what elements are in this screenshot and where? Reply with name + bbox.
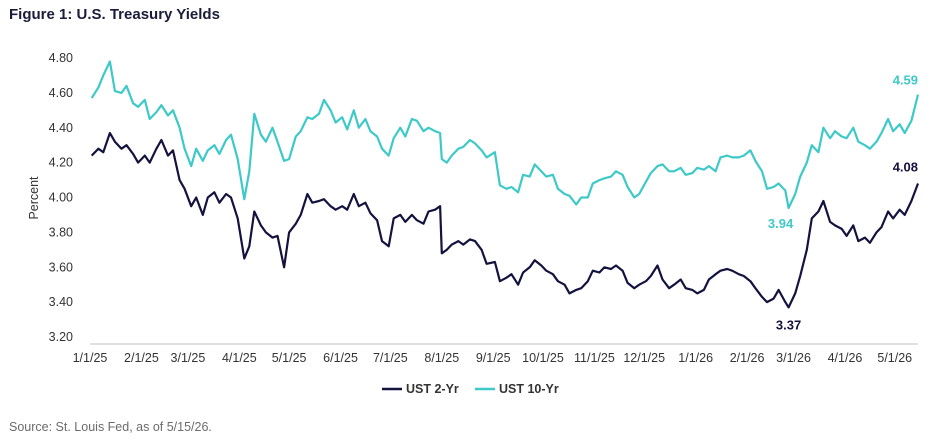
- x-tick-label: 3/1/25: [171, 351, 206, 365]
- x-tick-label: 2/1/25: [124, 351, 159, 365]
- y-axis-label: Percent: [27, 176, 41, 220]
- x-tick-label: 1/1/26: [678, 351, 713, 365]
- source-note: Source: St. Louis Fed, as of 5/15/26.: [9, 420, 212, 434]
- series-lines: [90, 60, 920, 309]
- y-tick-label: 3.20: [49, 330, 73, 344]
- x-tick-label: 7/1/25: [373, 351, 408, 365]
- legend-label: UST 2-Yr: [406, 382, 459, 396]
- x-tick-label: 8/1/25: [424, 351, 459, 365]
- legend: UST 2-Yr UST 10-Yr: [382, 382, 559, 396]
- x-tick-label: 5/1/26: [877, 351, 912, 365]
- y-tick-label: 4.60: [49, 86, 73, 100]
- series-line-ust-10yr: [90, 60, 920, 210]
- x-tick-label: 12/1/25: [623, 351, 665, 365]
- x-tick-label: 4/1/25: [222, 351, 257, 365]
- x-tick-label: 10/1/25: [522, 351, 564, 365]
- annotations: 4.59 4.08 3.94 3.37: [768, 73, 918, 333]
- x-tick-label: 3/1/26: [776, 351, 811, 365]
- x-tick-label: 4/1/26: [828, 351, 863, 365]
- x-tick-label: 1/1/25: [73, 351, 108, 365]
- y-tick-label: 3.60: [49, 260, 73, 274]
- figure-title: Figure 1: U.S. Treasury Yields: [9, 6, 220, 23]
- x-tick-label: 6/1/25: [323, 351, 358, 365]
- data-label: 4.08: [893, 160, 918, 175]
- y-tick-label: 3.40: [49, 295, 73, 309]
- y-tick-label: 4.80: [49, 51, 73, 65]
- x-tick-label: 9/1/25: [476, 351, 511, 365]
- legend-label: UST 10-Yr: [499, 382, 559, 396]
- data-label: 3.94: [768, 216, 794, 231]
- x-tick-label: 11/1/25: [574, 351, 615, 365]
- series-line-ust-2yr: [90, 131, 920, 309]
- data-label: 3.37: [776, 317, 801, 332]
- y-tick-label: 4.40: [49, 121, 73, 135]
- data-label: 4.59: [893, 73, 918, 88]
- y-tick-label: 3.80: [49, 225, 73, 239]
- y-tick-label: 4.20: [49, 156, 73, 170]
- x-tick-label: 2/1/26: [730, 351, 765, 365]
- y-tick-label: 4.00: [49, 191, 73, 205]
- y-axis-ticks: 3.20 3.40 3.60 3.80 4.00 4.20 4.40 4.60 4.80: [49, 51, 73, 344]
- x-axis-ticks: 1/1/25 2/1/25 3/1/25 4/1/25 5/1/25 6/1/25 7/1/…: [73, 351, 913, 365]
- x-tick-label: 5/1/25: [272, 351, 307, 365]
